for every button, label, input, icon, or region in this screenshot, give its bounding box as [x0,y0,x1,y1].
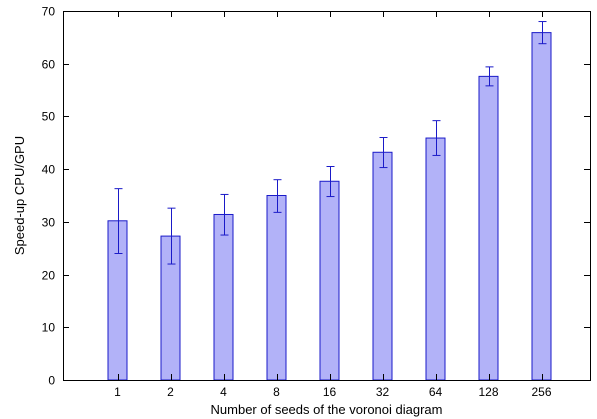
bar [478,75,499,381]
x-tick-label: 4 [220,385,227,399]
x-axis: 1 2 4 8 16 32 64 128 256 [114,11,552,399]
y-tick-label: 30 [42,216,56,230]
x-tick-label: 1 [114,385,121,399]
bar [425,137,446,381]
y-axis: 0 10 20 30 40 50 60 70 [42,5,590,388]
y-tick-label: 70 [42,5,56,19]
y-tick-label: 60 [42,58,56,72]
bar [107,220,128,381]
x-tick-label: 128 [478,385,498,399]
plot-frame [63,11,591,381]
x-tick-label: 256 [531,385,551,399]
y-tick-label: 40 [42,163,56,177]
y-tick-label: 20 [42,269,56,283]
x-axis-title: Number of seeds of the voronoi diagram [211,402,443,417]
y-tick-label: 50 [42,110,56,124]
y-tick-label: 0 [48,374,55,388]
bar [266,195,287,381]
y-axis-title: Speed-up CPU/GPU [12,136,27,255]
bar [531,32,552,381]
x-tick-label: 8 [273,385,280,399]
bar [319,180,340,381]
bar [213,213,234,381]
x-tick-label: 2 [167,385,174,399]
bar [372,151,393,381]
y-tick-label: 10 [42,321,56,335]
bars-layer [107,32,552,381]
error-bars-layer [114,21,547,265]
x-tick-label: 16 [323,385,337,399]
x-tick-label: 32 [376,385,390,399]
x-tick-label: 64 [429,385,443,399]
bar [160,235,181,381]
